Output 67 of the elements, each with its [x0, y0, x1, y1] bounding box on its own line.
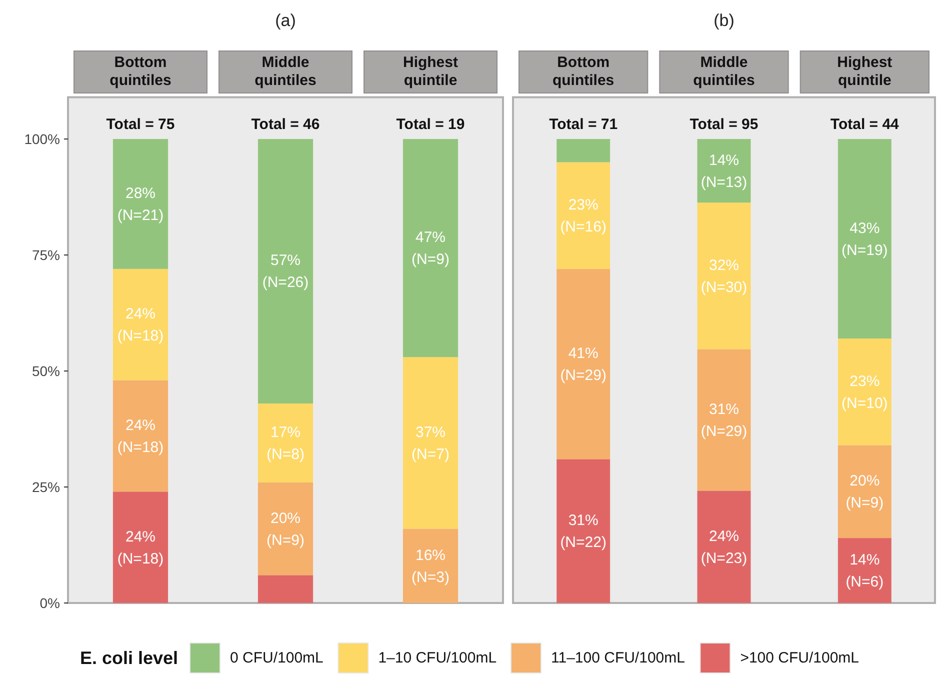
bar	[258, 139, 314, 404]
data-label: 14% (N=6)	[846, 551, 884, 590]
bar	[112, 268, 168, 380]
data-label: 24% (N=23)	[700, 527, 748, 566]
data-label: 17% (N=8)	[266, 423, 304, 462]
x-tick-label: Bottom quintiles	[552, 54, 614, 89]
x-tick-label: Middle quintiles	[693, 54, 755, 89]
y-tick-label: 25%	[32, 479, 60, 495]
data-label: 14% (N=13)	[700, 151, 748, 190]
bar	[402, 139, 458, 358]
data-label: 37% (N=7)	[412, 423, 450, 462]
data-label: 41% (N=29)	[560, 344, 606, 384]
annotation: Total = 44	[830, 116, 900, 133]
chart-title: (a)	[275, 11, 296, 30]
y-tick-label: 0%	[40, 595, 60, 611]
bar	[112, 492, 168, 603]
bar	[697, 349, 751, 491]
legend-label: 11–100 CFU/100mL	[551, 650, 685, 666]
data-label: 31% (N=22)	[560, 512, 606, 551]
data-label: 28% (N=21)	[117, 184, 164, 224]
x-tick-label: Middle quintiles	[254, 54, 316, 89]
data-label: 43% (N=19)	[842, 219, 888, 258]
bar	[838, 445, 892, 538]
data-label: 32% (N=30)	[700, 256, 748, 296]
data-label: 24% (N=18)	[117, 416, 164, 456]
bar	[697, 490, 751, 603]
legend-title: E. coli level	[80, 648, 178, 668]
data-label: 57% (N=26)	[262, 252, 309, 291]
annotation: Total = 95	[690, 116, 758, 133]
data-label: 20% (N=9)	[846, 472, 884, 512]
bar	[556, 268, 610, 460]
bar	[112, 139, 168, 269]
bar	[258, 482, 314, 576]
bar	[556, 162, 610, 269]
x-tick-label: Bottom quintiles	[110, 54, 172, 89]
legend-label: 1–10 CFU/100mL	[378, 650, 497, 666]
data-label: 23% (N=16)	[560, 196, 606, 236]
data-label: 20% (N=9)	[266, 509, 304, 548]
bar	[838, 139, 892, 339]
annotation: Total = 19	[396, 116, 465, 133]
y-tick-label: 50%	[32, 363, 60, 379]
bar	[556, 459, 610, 603]
bar	[697, 202, 751, 350]
chart-title: (b)	[714, 11, 734, 30]
bar	[112, 380, 168, 492]
bar	[838, 338, 892, 446]
bar	[402, 528, 458, 603]
data-label: 24% (N=18)	[117, 305, 164, 344]
legend-label: 0 CFU/100mL	[230, 650, 324, 666]
bar	[258, 403, 314, 482]
legend-label: >100 CFU/100mL	[740, 650, 860, 666]
data-label: 24% (N=18)	[117, 528, 164, 567]
y-tick-label: 100%	[24, 131, 60, 147]
annotation: Total = 75	[106, 116, 175, 133]
y-tick-label: 75%	[32, 247, 60, 263]
bar	[402, 357, 458, 529]
x-tick-label: Highest quintile	[402, 54, 458, 89]
data-label: 23% (N=10)	[842, 372, 888, 412]
data-label: 16% (N=3)	[412, 546, 450, 586]
x-tick-label: Highest quintile	[837, 54, 892, 89]
annotation: Total = 46	[251, 116, 320, 133]
annotation: Total = 71	[549, 116, 618, 133]
bar	[258, 575, 314, 603]
data-label: 31% (N=29)	[700, 400, 748, 440]
bar	[556, 139, 610, 162]
data-label: 47% (N=9)	[412, 228, 450, 268]
bar	[838, 538, 892, 603]
